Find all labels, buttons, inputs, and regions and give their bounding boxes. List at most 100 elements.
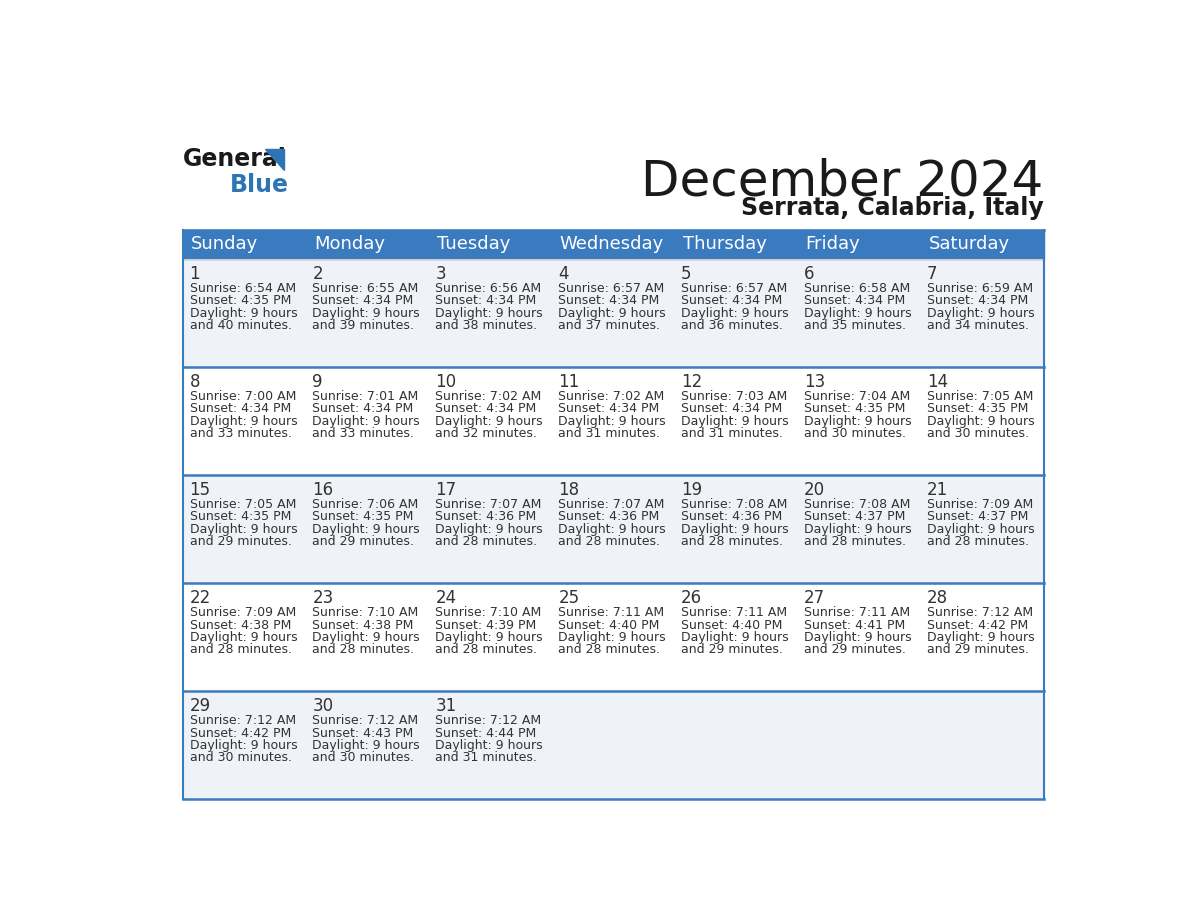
Text: Sunset: 4:34 PM: Sunset: 4:34 PM bbox=[312, 294, 413, 308]
Bar bbox=[798, 367, 921, 475]
Text: Sunset: 4:43 PM: Sunset: 4:43 PM bbox=[312, 727, 413, 740]
Text: 14: 14 bbox=[927, 373, 948, 391]
Bar bbox=[798, 259, 921, 367]
Text: Blue: Blue bbox=[229, 174, 289, 197]
Bar bbox=[921, 259, 1043, 367]
Text: Sunset: 4:35 PM: Sunset: 4:35 PM bbox=[804, 402, 905, 415]
Text: and 28 minutes.: and 28 minutes. bbox=[312, 644, 415, 656]
Text: and 33 minutes.: and 33 minutes. bbox=[312, 427, 415, 440]
Text: Sunday: Sunday bbox=[191, 235, 258, 253]
Bar bbox=[552, 367, 675, 475]
Text: Sunset: 4:40 PM: Sunset: 4:40 PM bbox=[558, 619, 659, 632]
Text: Daylight: 9 hours: Daylight: 9 hours bbox=[435, 522, 543, 536]
Text: Sunset: 4:35 PM: Sunset: 4:35 PM bbox=[190, 294, 291, 308]
Text: and 35 minutes.: and 35 minutes. bbox=[804, 319, 906, 331]
Text: Daylight: 9 hours: Daylight: 9 hours bbox=[927, 522, 1035, 536]
Text: Sunrise: 6:57 AM: Sunrise: 6:57 AM bbox=[681, 282, 788, 295]
Text: and 37 minutes.: and 37 minutes. bbox=[558, 319, 661, 331]
Bar bbox=[429, 583, 552, 691]
Text: 15: 15 bbox=[190, 481, 210, 499]
Text: Daylight: 9 hours: Daylight: 9 hours bbox=[190, 522, 297, 536]
Text: and 40 minutes.: and 40 minutes. bbox=[190, 319, 291, 331]
Text: and 29 minutes.: and 29 minutes. bbox=[312, 535, 415, 548]
Bar bbox=[675, 259, 798, 367]
Text: Sunrise: 7:07 AM: Sunrise: 7:07 AM bbox=[558, 498, 664, 511]
Text: Sunset: 4:41 PM: Sunset: 4:41 PM bbox=[804, 619, 905, 632]
Text: Sunset: 4:34 PM: Sunset: 4:34 PM bbox=[681, 294, 783, 308]
Text: Sunrise: 7:10 AM: Sunrise: 7:10 AM bbox=[435, 606, 542, 620]
Text: Sunrise: 7:12 AM: Sunrise: 7:12 AM bbox=[927, 606, 1034, 620]
Text: and 28 minutes.: and 28 minutes. bbox=[558, 535, 661, 548]
Bar bbox=[798, 583, 921, 691]
Bar bbox=[675, 583, 798, 691]
Text: Daylight: 9 hours: Daylight: 9 hours bbox=[558, 415, 666, 428]
Text: 13: 13 bbox=[804, 373, 826, 391]
Text: Sunset: 4:38 PM: Sunset: 4:38 PM bbox=[312, 619, 413, 632]
Text: and 32 minutes.: and 32 minutes. bbox=[435, 427, 537, 440]
Text: Daylight: 9 hours: Daylight: 9 hours bbox=[804, 631, 911, 644]
Bar bbox=[552, 691, 675, 800]
Text: Sunrise: 7:11 AM: Sunrise: 7:11 AM bbox=[804, 606, 910, 620]
Text: Sunset: 4:42 PM: Sunset: 4:42 PM bbox=[927, 619, 1028, 632]
Text: 26: 26 bbox=[681, 589, 702, 607]
Text: Daylight: 9 hours: Daylight: 9 hours bbox=[312, 739, 421, 752]
Bar bbox=[552, 259, 675, 367]
Text: Daylight: 9 hours: Daylight: 9 hours bbox=[435, 307, 543, 319]
Text: 16: 16 bbox=[312, 481, 334, 499]
Text: Sunrise: 6:55 AM: Sunrise: 6:55 AM bbox=[312, 282, 418, 295]
Bar bbox=[307, 691, 429, 800]
Text: Saturday: Saturday bbox=[929, 235, 1010, 253]
Text: 7: 7 bbox=[927, 265, 937, 283]
Text: Sunrise: 7:03 AM: Sunrise: 7:03 AM bbox=[681, 390, 788, 403]
Text: 2: 2 bbox=[312, 265, 323, 283]
Text: 22: 22 bbox=[190, 589, 210, 607]
Text: 18: 18 bbox=[558, 481, 580, 499]
Text: and 30 minutes.: and 30 minutes. bbox=[312, 751, 415, 765]
Text: and 38 minutes.: and 38 minutes. bbox=[435, 319, 537, 331]
Text: 21: 21 bbox=[927, 481, 948, 499]
Text: General: General bbox=[183, 147, 287, 171]
Text: Daylight: 9 hours: Daylight: 9 hours bbox=[681, 522, 789, 536]
Text: and 29 minutes.: and 29 minutes. bbox=[804, 644, 906, 656]
Text: Daylight: 9 hours: Daylight: 9 hours bbox=[435, 415, 543, 428]
Bar bbox=[798, 475, 921, 583]
Text: Sunset: 4:34 PM: Sunset: 4:34 PM bbox=[312, 402, 413, 415]
Text: Daylight: 9 hours: Daylight: 9 hours bbox=[681, 307, 789, 319]
Text: Daylight: 9 hours: Daylight: 9 hours bbox=[312, 415, 421, 428]
Text: Monday: Monday bbox=[314, 235, 385, 253]
Text: Wednesday: Wednesday bbox=[560, 235, 664, 253]
Text: Sunrise: 7:08 AM: Sunrise: 7:08 AM bbox=[681, 498, 788, 511]
Text: Sunrise: 7:09 AM: Sunrise: 7:09 AM bbox=[190, 606, 296, 620]
Text: Daylight: 9 hours: Daylight: 9 hours bbox=[312, 522, 421, 536]
Text: and 31 minutes.: and 31 minutes. bbox=[558, 427, 661, 440]
Bar bbox=[429, 367, 552, 475]
Text: 29: 29 bbox=[190, 698, 210, 715]
Bar bbox=[183, 259, 307, 367]
Text: Sunrise: 6:57 AM: Sunrise: 6:57 AM bbox=[558, 282, 664, 295]
Text: Sunrise: 7:12 AM: Sunrise: 7:12 AM bbox=[312, 714, 418, 727]
Text: 25: 25 bbox=[558, 589, 580, 607]
Text: Sunrise: 6:56 AM: Sunrise: 6:56 AM bbox=[435, 282, 542, 295]
Text: Sunset: 4:37 PM: Sunset: 4:37 PM bbox=[927, 510, 1029, 523]
Text: Sunrise: 7:02 AM: Sunrise: 7:02 AM bbox=[558, 390, 664, 403]
Text: Daylight: 9 hours: Daylight: 9 hours bbox=[927, 415, 1035, 428]
Text: and 28 minutes.: and 28 minutes. bbox=[681, 535, 783, 548]
Text: and 28 minutes.: and 28 minutes. bbox=[558, 644, 661, 656]
Text: 9: 9 bbox=[312, 373, 323, 391]
Text: Daylight: 9 hours: Daylight: 9 hours bbox=[681, 415, 789, 428]
Text: Sunrise: 6:54 AM: Sunrise: 6:54 AM bbox=[190, 282, 296, 295]
Text: 11: 11 bbox=[558, 373, 580, 391]
Text: Sunrise: 7:01 AM: Sunrise: 7:01 AM bbox=[312, 390, 418, 403]
Text: and 29 minutes.: and 29 minutes. bbox=[190, 535, 291, 548]
Text: Sunrise: 7:09 AM: Sunrise: 7:09 AM bbox=[927, 498, 1034, 511]
Text: Daylight: 9 hours: Daylight: 9 hours bbox=[558, 522, 666, 536]
Text: Sunrise: 6:59 AM: Sunrise: 6:59 AM bbox=[927, 282, 1034, 295]
Text: Sunrise: 7:04 AM: Sunrise: 7:04 AM bbox=[804, 390, 910, 403]
Text: Daylight: 9 hours: Daylight: 9 hours bbox=[312, 631, 421, 644]
Text: Daylight: 9 hours: Daylight: 9 hours bbox=[435, 739, 543, 752]
Text: Sunset: 4:44 PM: Sunset: 4:44 PM bbox=[435, 727, 537, 740]
Text: Sunset: 4:34 PM: Sunset: 4:34 PM bbox=[558, 294, 659, 308]
Text: Sunset: 4:34 PM: Sunset: 4:34 PM bbox=[435, 402, 537, 415]
Polygon shape bbox=[265, 149, 284, 170]
Text: and 28 minutes.: and 28 minutes. bbox=[190, 644, 291, 656]
